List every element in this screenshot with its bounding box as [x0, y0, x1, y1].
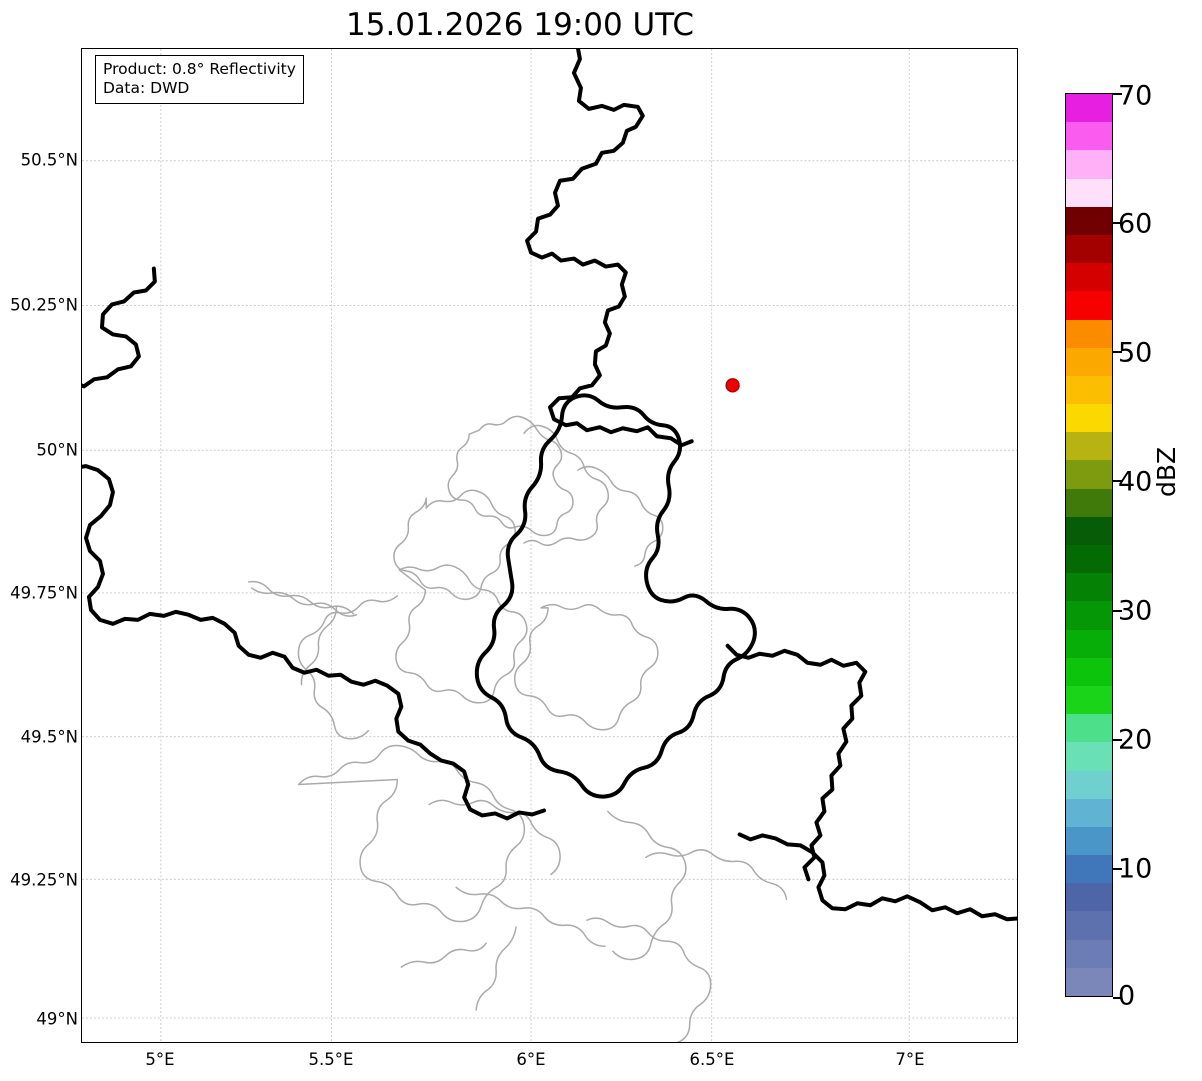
y-tick-49: 49°N: [36, 1009, 78, 1029]
product-line: Product: 0.8° Reflectivity: [103, 60, 296, 78]
colorbar-tick-30: 30: [1118, 595, 1153, 627]
colorbar-band: [1066, 460, 1112, 489]
colorbar-band: [1066, 122, 1112, 151]
y-tick-50_25: 50.25°N: [10, 295, 78, 315]
colorbar-band: [1066, 685, 1112, 715]
colorbar-band: [1066, 742, 1112, 771]
canton-boundaries: [247, 415, 788, 1042]
colorbar-band: [1066, 967, 1112, 996]
y-tick-50: 50°N: [36, 440, 78, 460]
colorbar-tickmark-20: [1113, 739, 1122, 741]
data-source-line: Data: DWD: [103, 79, 190, 97]
colorbar-band: [1066, 432, 1112, 461]
colorbar-axis-label: dBZ: [1152, 446, 1181, 497]
x-tick-6_5: 6.5°E: [689, 1050, 735, 1069]
map-gridlines: [82, 49, 1017, 1042]
colorbar-tickmark-30: [1113, 610, 1122, 612]
x-tick-6: 6°E: [516, 1050, 546, 1069]
colorbar-tick-70: 70: [1118, 80, 1153, 112]
colorbar[interactable]: [1065, 93, 1113, 997]
colorbar-tick-40: 40: [1118, 466, 1153, 498]
x-tick-7: 7°E: [895, 1050, 925, 1069]
colorbar-band: [1066, 545, 1112, 574]
colorbar-band: [1066, 883, 1112, 912]
colorbar-band: [1066, 150, 1112, 179]
colorbar-tickmark-10: [1113, 868, 1122, 870]
y-tick-49_25: 49.25°N: [10, 870, 78, 890]
colorbar-tickmark-40: [1113, 480, 1122, 482]
page-title: 15.01.2026 19:00 UTC: [346, 7, 694, 43]
colorbar-band: [1066, 94, 1112, 123]
colorbar-band: [1066, 206, 1112, 235]
x-tick-5_5: 5.5°E: [308, 1050, 354, 1069]
colorbar-band: [1066, 178, 1112, 207]
colorbar-band: [1066, 573, 1112, 602]
colorbar-band: [1066, 939, 1112, 968]
colorbar-tickmark-60: [1113, 222, 1122, 224]
colorbar-band: [1066, 375, 1112, 405]
y-tick-49_5: 49.5°N: [20, 727, 78, 747]
colorbar-band: [1066, 798, 1112, 827]
colorbar-band: [1066, 855, 1112, 884]
y-tick-50_5: 50.5°N: [20, 150, 78, 170]
national-borders: [82, 49, 1017, 922]
colorbar-band: [1066, 488, 1112, 517]
radar-site-marker[interactable]: [725, 378, 740, 393]
colorbar-band: [1066, 291, 1112, 320]
colorbar-tick-10: 10: [1118, 853, 1153, 885]
colorbar-band: [1066, 263, 1112, 292]
y-tick-49_75: 49.75°N: [10, 583, 78, 603]
colorbar-band: [1066, 347, 1112, 376]
map-panel[interactable]: [81, 48, 1018, 1043]
colorbar-band: [1066, 404, 1112, 433]
colorbar-band: [1066, 911, 1112, 940]
colorbar-tick-60: 60: [1118, 208, 1153, 240]
product-info-box: Product: 0.8° Reflectivity Data: DWD: [95, 55, 304, 104]
colorbar-band: [1066, 319, 1112, 348]
colorbar-tickmark-70: [1113, 93, 1122, 95]
colorbar-band: [1066, 629, 1112, 658]
colorbar-tickmark-50: [1113, 351, 1122, 353]
x-tick-5: 5°E: [145, 1050, 175, 1069]
colorbar-band: [1066, 826, 1112, 856]
colorbar-band: [1066, 657, 1112, 686]
colorbar-tick-50: 50: [1118, 337, 1153, 369]
colorbar-band: [1066, 601, 1112, 630]
radar-map[interactable]: [82, 49, 1017, 1042]
colorbar-band: [1066, 516, 1112, 545]
colorbar-band: [1066, 770, 1112, 799]
colorbar-tick-0: 0: [1118, 980, 1136, 1012]
colorbar-tickmark-0: [1113, 997, 1122, 999]
colorbar-band: [1066, 714, 1112, 743]
colorbar-band: [1066, 234, 1112, 264]
colorbar-tick-20: 20: [1118, 724, 1153, 756]
